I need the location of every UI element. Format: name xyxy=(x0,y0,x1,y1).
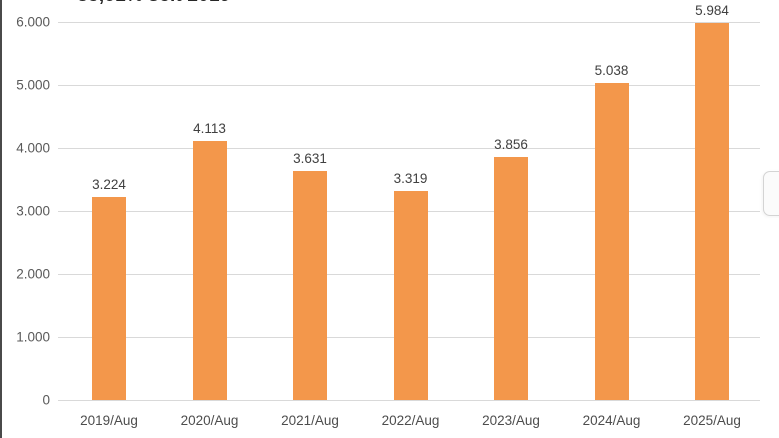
gridline-0 xyxy=(58,400,760,401)
gridline-6.000 xyxy=(58,22,760,23)
bar-value-label: 4.113 xyxy=(193,121,226,136)
bar-value-label: 3.224 xyxy=(92,177,126,192)
bar-value-label: 5.984 xyxy=(695,3,729,18)
bar-2024/Aug[interactable] xyxy=(595,83,629,400)
y-axis-tick-label: 3.000 xyxy=(16,203,50,219)
x-axis-tick-label: 2024/Aug xyxy=(582,413,641,428)
x-axis-tick-label: 2021/Aug xyxy=(281,413,339,428)
y-axis-tick-label: 4.000 xyxy=(16,140,50,156)
bar-2020/Aug[interactable] xyxy=(193,141,227,400)
x-axis-tick-label: 2019/Aug xyxy=(80,413,138,428)
bar-value-label: 3.319 xyxy=(393,171,428,186)
bar-2019/Aug[interactable] xyxy=(92,197,126,400)
y-axis-tick-label: 6.000 xyxy=(16,14,50,30)
bar-2022/Aug[interactable] xyxy=(394,191,428,400)
chart-title: +85,61% seit 2019 xyxy=(66,0,231,7)
bar-value-label: 3.856 xyxy=(494,137,528,152)
bar-2023/Aug[interactable] xyxy=(494,157,528,400)
bar-value-label: 3.631 xyxy=(293,151,327,166)
y-axis-tick-label: 2.000 xyxy=(16,266,50,282)
y-axis-tick-label: 5.000 xyxy=(16,77,50,93)
gridline-5.000 xyxy=(58,85,760,86)
x-axis-tick-label: 2020/Aug xyxy=(180,413,239,428)
x-axis-tick-label: 2025/Aug xyxy=(683,413,741,428)
y-axis-tick-label: 1.000 xyxy=(16,329,50,345)
gridline-4.000 xyxy=(58,148,760,149)
bar-value-label: 5.038 xyxy=(594,63,629,78)
bar-2021/Aug[interactable] xyxy=(293,171,327,400)
x-axis-tick-label: 2022/Aug xyxy=(381,413,440,428)
bar-2025/Aug[interactable] xyxy=(695,23,729,400)
y-axis-tick-label: 0 xyxy=(42,392,50,408)
screen-left-edge xyxy=(0,0,2,438)
edge-peek-button[interactable] xyxy=(763,171,779,216)
x-axis-tick-label: 2023/Aug xyxy=(482,413,540,428)
